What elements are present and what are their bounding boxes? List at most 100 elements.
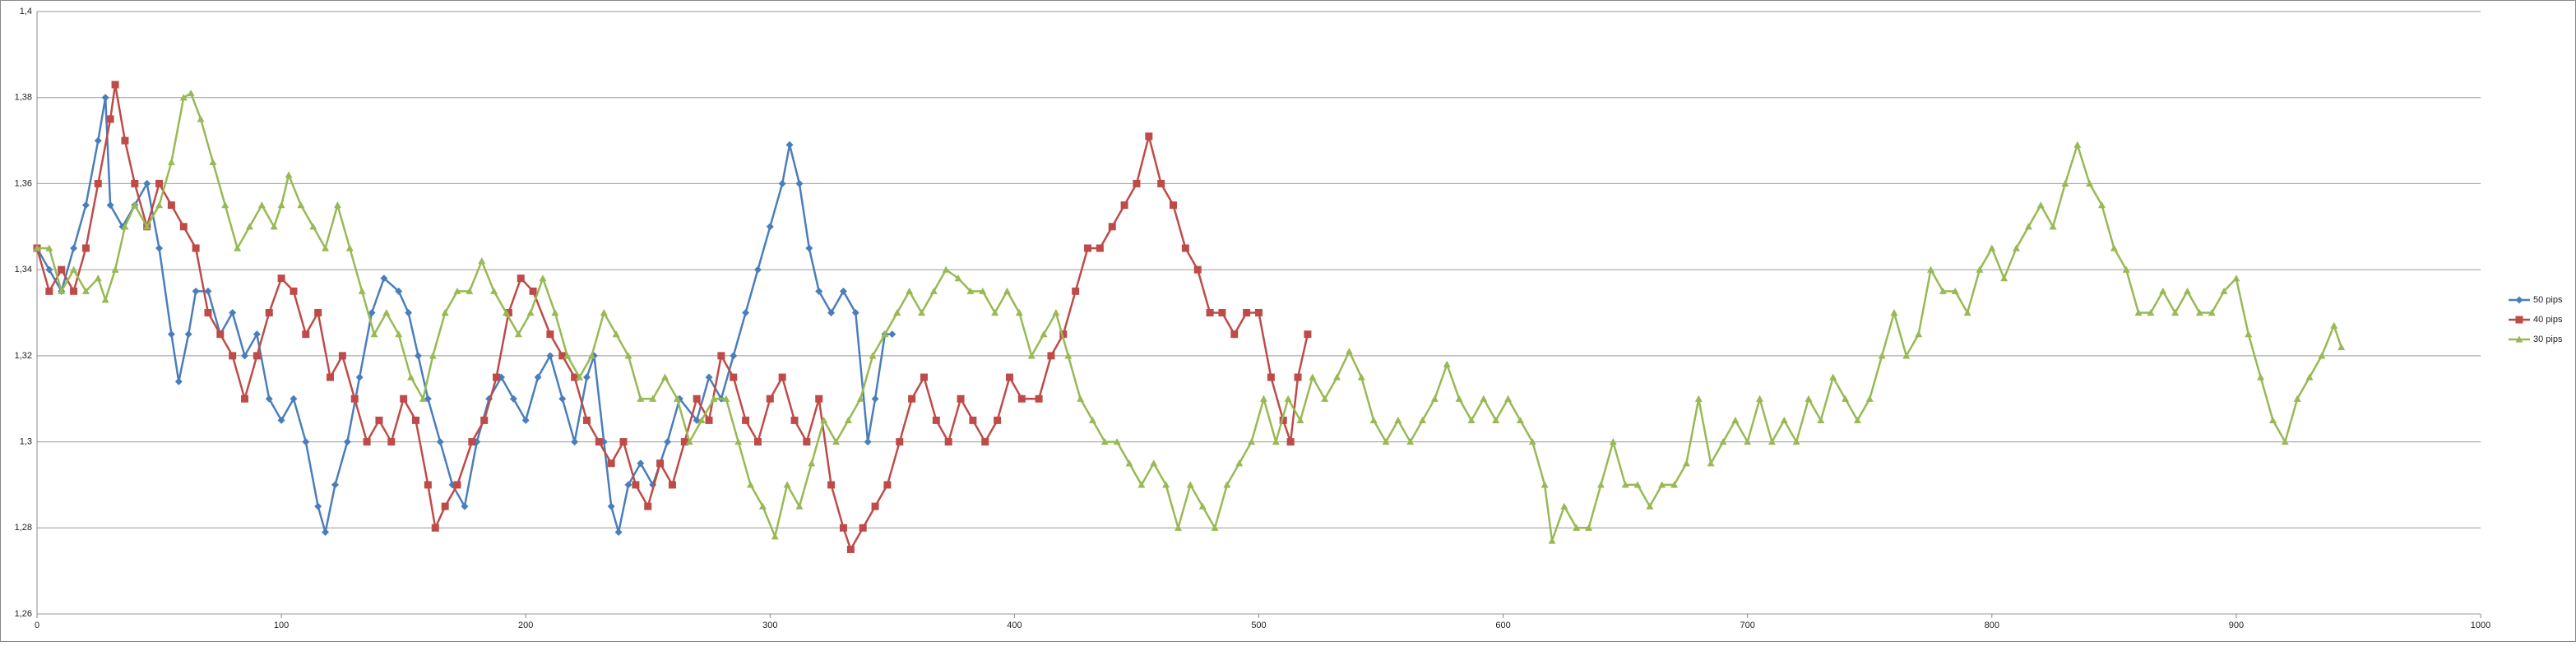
marker: [179, 223, 188, 231]
marker: [1369, 416, 1378, 423]
marker: [705, 373, 713, 381]
marker: [693, 416, 701, 424]
marker: [896, 438, 904, 446]
marker: [742, 309, 750, 316]
marker: [656, 459, 665, 468]
marker: [1186, 481, 1194, 488]
marker: [747, 481, 755, 488]
marker: [2515, 296, 2523, 304]
marker: [1157, 179, 1165, 187]
marker: [619, 438, 628, 446]
marker: [644, 502, 652, 510]
marker: [143, 223, 151, 230]
marker: [529, 287, 537, 295]
marker: [582, 373, 591, 381]
x-tick-label: 700: [1740, 621, 1755, 630]
marker: [1174, 524, 1182, 531]
marker: [969, 416, 977, 424]
marker: [2281, 438, 2289, 445]
marker: [94, 179, 102, 187]
marker: [1133, 179, 1141, 187]
marker: [509, 395, 517, 403]
marker: [131, 201, 139, 209]
marker: [697, 416, 706, 423]
marker: [58, 265, 66, 274]
marker: [1768, 438, 1776, 445]
y-tick-label: 1,38: [15, 93, 32, 103]
marker: [1707, 459, 1715, 467]
marker: [929, 287, 938, 294]
marker: [2073, 141, 2082, 148]
marker: [270, 223, 278, 230]
marker: [1976, 265, 1984, 273]
marker: [441, 309, 449, 316]
marker: [1988, 244, 1996, 251]
marker: [1304, 330, 1312, 339]
marker: [2293, 395, 2301, 402]
marker: [81, 244, 90, 252]
marker: [221, 201, 229, 209]
marker: [851, 309, 859, 316]
marker: [753, 265, 762, 274]
marker: [2337, 343, 2346, 350]
marker: [526, 309, 535, 316]
marker: [302, 330, 310, 339]
marker: [327, 373, 335, 381]
marker: [358, 287, 366, 294]
legend-label: 40 pips: [2533, 315, 2563, 325]
marker: [710, 395, 718, 402]
marker: [1951, 287, 1959, 294]
marker: [167, 201, 175, 210]
marker: [309, 223, 317, 230]
marker: [2515, 316, 2523, 324]
marker: [2330, 321, 2338, 329]
x-tick-label: 500: [1251, 621, 1266, 630]
marker: [637, 459, 645, 468]
marker: [1296, 416, 1304, 423]
marker: [1430, 395, 1439, 402]
marker: [121, 223, 129, 230]
marker: [314, 502, 322, 510]
marker: [2318, 352, 2326, 359]
marker: [1120, 201, 1128, 210]
marker: [155, 244, 164, 252]
marker: [871, 395, 879, 403]
x-tick-label: 600: [1495, 621, 1510, 630]
marker: [649, 395, 657, 402]
marker: [285, 171, 293, 178]
marker: [2147, 309, 2155, 316]
marker: [1492, 416, 1500, 423]
marker: [1272, 438, 1280, 445]
marker: [888, 330, 897, 339]
marker: [994, 416, 1002, 424]
marker: [1198, 502, 1207, 510]
marker: [783, 481, 791, 488]
marker: [253, 352, 261, 360]
marker: [1480, 395, 1488, 402]
marker: [1419, 416, 1427, 423]
marker: [1853, 416, 1861, 423]
marker: [257, 201, 266, 209]
marker: [290, 395, 298, 403]
marker: [734, 438, 743, 445]
marker: [424, 481, 432, 489]
marker: [1694, 395, 1703, 402]
marker: [94, 136, 102, 145]
marker: [871, 502, 879, 510]
marker: [624, 352, 632, 359]
marker: [1100, 438, 1109, 445]
marker: [1744, 438, 1752, 445]
marker: [1248, 438, 1256, 445]
marker: [1719, 438, 1727, 445]
marker: [1333, 373, 1341, 381]
marker: [742, 416, 750, 424]
marker: [395, 330, 403, 338]
marker: [355, 373, 364, 381]
marker: [94, 275, 102, 282]
marker: [419, 395, 427, 402]
y-tick-label: 1,32: [15, 351, 32, 361]
marker: [551, 309, 559, 316]
marker: [664, 438, 672, 446]
marker: [1756, 395, 1764, 402]
